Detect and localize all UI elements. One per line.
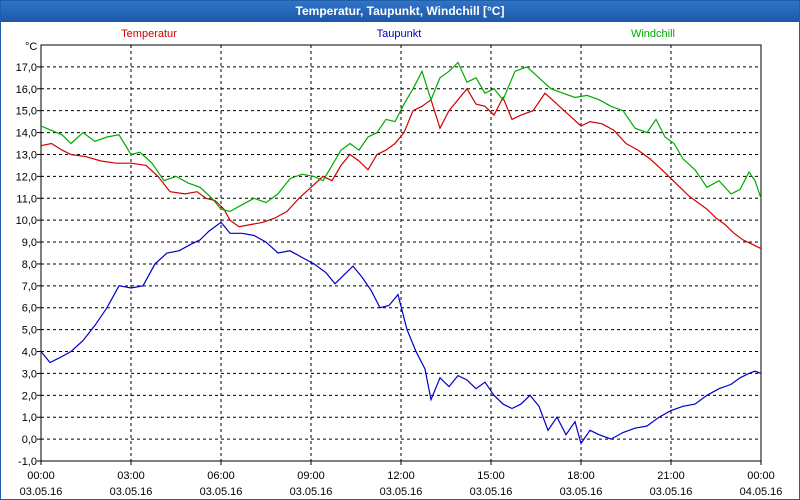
- y-tick-label: 4,0: [22, 347, 37, 359]
- window-title: Temperatur, Taupunkt, Windchill [°C]: [1, 1, 799, 22]
- y-tick-label: 6,0: [22, 303, 37, 315]
- legend-windchill: Windchill: [631, 28, 675, 40]
- x-tick-time: 03:00: [117, 470, 145, 482]
- x-tick-date: 03.05.16: [200, 486, 243, 498]
- y-tick-label: -1,0: [18, 456, 37, 468]
- x-tick-date: 03.05.16: [560, 486, 603, 498]
- y-tick-label: 3,0: [22, 368, 37, 380]
- series-line-windchill: [40, 61, 762, 213]
- legend-temperatur: Temperatur: [121, 28, 177, 40]
- y-tick-label: 17,0: [16, 62, 37, 74]
- x-tick-time: 18:00: [567, 470, 595, 482]
- y-tick-label: 10,0: [16, 215, 37, 227]
- x-tick-date: 03.05.16: [20, 486, 63, 498]
- x-tick-date: 03.05.16: [380, 486, 423, 498]
- y-tick-label: 11,0: [16, 193, 37, 205]
- x-tick-time: 15:00: [477, 470, 505, 482]
- x-tick-date: 03.05.16: [110, 486, 153, 498]
- y-tick-label: 8,0: [22, 259, 37, 271]
- x-tick-date: 03.05.16: [650, 486, 693, 498]
- legend-taupunkt: Taupunkt: [377, 28, 422, 40]
- y-tick-label: 12,0: [16, 171, 37, 183]
- series-line-temperatur: [40, 87, 762, 250]
- y-tick-label: 7,0: [22, 281, 37, 293]
- x-tick-time: 06:00: [207, 470, 235, 482]
- plot-area: [40, 44, 762, 462]
- x-tick-time: 21:00: [657, 470, 685, 482]
- y-tick-label: 1,0: [22, 412, 37, 424]
- y-tick-label: 13,0: [16, 149, 37, 161]
- series-line-taupunkt: [40, 221, 762, 445]
- y-axis-unit: °C: [25, 41, 37, 53]
- x-tick-time: 09:00: [297, 470, 325, 482]
- x-tick-time: 00:00: [27, 470, 55, 482]
- x-tick-date: 03.05.16: [290, 486, 333, 498]
- y-tick-label: 9,0: [22, 237, 37, 249]
- y-tick-label: 16,0: [16, 84, 37, 96]
- x-tick-date: 03.05.16: [470, 486, 513, 498]
- y-tick-label: 14,0: [16, 128, 37, 140]
- y-tick-label: 0,0: [22, 434, 37, 446]
- x-tick-time: 00:00: [747, 470, 775, 482]
- y-tick-label: 5,0: [22, 325, 37, 337]
- y-tick-label: 15,0: [16, 106, 37, 118]
- x-tick-date: 04.05.16: [740, 486, 783, 498]
- x-tick-time: 12:00: [387, 470, 415, 482]
- y-tick-label: 2,0: [22, 390, 37, 402]
